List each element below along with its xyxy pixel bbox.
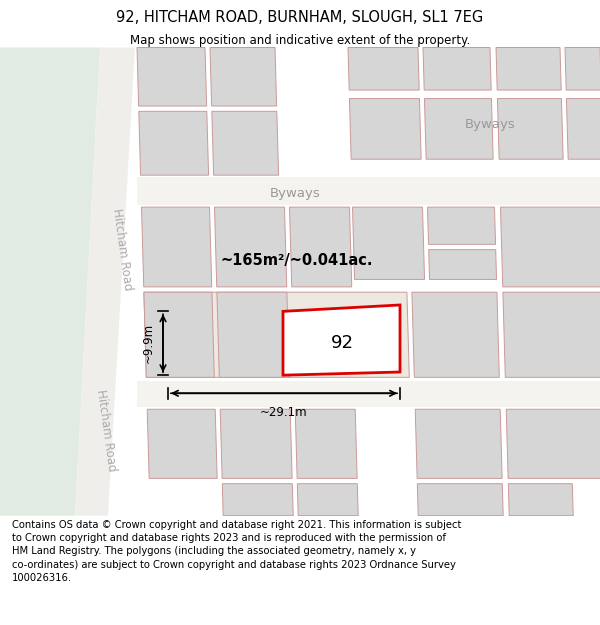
Polygon shape [142,207,212,287]
Polygon shape [147,409,217,478]
Text: Byways: Byways [464,118,515,131]
Text: ~29.1m: ~29.1m [260,406,308,419]
Polygon shape [137,381,600,407]
Polygon shape [144,292,214,378]
Polygon shape [565,48,600,90]
Polygon shape [283,305,400,375]
Polygon shape [427,207,496,244]
Text: 92, HITCHAM ROAD, BURNHAM, SLOUGH, SL1 7EG: 92, HITCHAM ROAD, BURNHAM, SLOUGH, SL1 7… [116,9,484,24]
Text: ~9.9m: ~9.9m [142,323,155,363]
Polygon shape [500,207,600,287]
Polygon shape [415,409,502,478]
Polygon shape [428,249,497,279]
Polygon shape [144,292,409,378]
Polygon shape [223,484,293,516]
Polygon shape [298,484,358,516]
Polygon shape [566,99,600,159]
Polygon shape [139,111,209,175]
Text: Contains OS data © Crown copyright and database right 2021. This information is : Contains OS data © Crown copyright and d… [12,520,461,582]
Polygon shape [506,409,600,478]
Polygon shape [348,48,419,90]
Polygon shape [418,484,503,516]
Polygon shape [290,207,352,287]
Polygon shape [497,99,563,159]
Polygon shape [423,48,491,90]
Polygon shape [349,99,421,159]
Text: Hitcham Road: Hitcham Road [110,208,134,291]
Polygon shape [137,177,600,205]
Text: ~165m²/~0.041ac.: ~165m²/~0.041ac. [220,253,373,268]
Polygon shape [217,292,289,378]
Polygon shape [295,409,357,478]
Text: Hitcham Road: Hitcham Road [94,389,118,472]
Polygon shape [508,484,573,516]
Polygon shape [496,48,561,90]
Text: Byways: Byways [269,187,320,200]
Text: 92: 92 [331,334,353,352]
Polygon shape [503,292,600,378]
Polygon shape [412,292,499,378]
Polygon shape [215,207,287,287]
Polygon shape [353,207,425,279]
Polygon shape [75,48,135,516]
Polygon shape [212,111,278,175]
Polygon shape [210,48,277,106]
Polygon shape [424,99,493,159]
Polygon shape [137,48,206,106]
Polygon shape [0,48,100,516]
Polygon shape [220,409,292,478]
Text: Map shows position and indicative extent of the property.: Map shows position and indicative extent… [130,34,470,48]
